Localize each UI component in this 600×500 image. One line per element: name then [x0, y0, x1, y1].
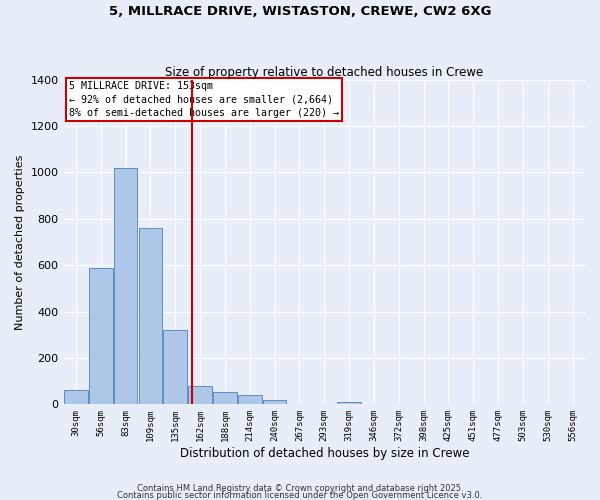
Bar — [213, 392, 237, 404]
Bar — [114, 168, 137, 404]
Bar — [163, 330, 187, 404]
Bar — [263, 400, 286, 404]
Bar — [64, 390, 88, 404]
X-axis label: Distribution of detached houses by size in Crewe: Distribution of detached houses by size … — [179, 447, 469, 460]
Bar — [89, 268, 113, 404]
Text: 5, MILLRACE DRIVE, WISTASTON, CREWE, CW2 6XG: 5, MILLRACE DRIVE, WISTASTON, CREWE, CW2… — [109, 5, 491, 18]
Text: Contains HM Land Registry data © Crown copyright and database right 2025.: Contains HM Land Registry data © Crown c… — [137, 484, 463, 493]
Text: 5 MILLRACE DRIVE: 153sqm
← 92% of detached houses are smaller (2,664)
8% of semi: 5 MILLRACE DRIVE: 153sqm ← 92% of detach… — [69, 82, 339, 118]
Title: Size of property relative to detached houses in Crewe: Size of property relative to detached ho… — [165, 66, 484, 78]
Bar — [337, 402, 361, 404]
Text: Contains public sector information licensed under the Open Government Licence v3: Contains public sector information licen… — [118, 491, 482, 500]
Bar — [238, 395, 262, 404]
Y-axis label: Number of detached properties: Number of detached properties — [15, 154, 25, 330]
Bar — [188, 386, 212, 404]
Bar — [139, 228, 162, 404]
